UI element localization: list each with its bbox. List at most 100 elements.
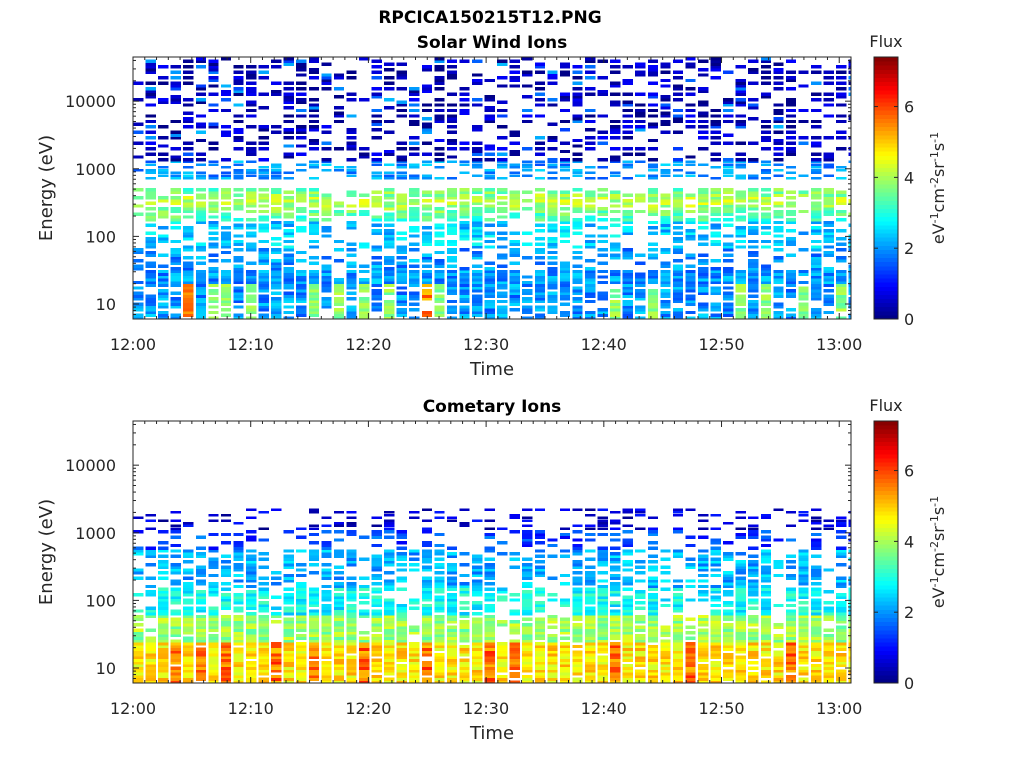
flux-cell bbox=[145, 130, 156, 135]
flux-cell bbox=[371, 535, 382, 539]
flux-cell bbox=[421, 631, 433, 635]
flux-cell bbox=[358, 647, 370, 651]
flux-cell bbox=[246, 642, 257, 646]
flux-cell bbox=[735, 313, 746, 317]
flux-cell bbox=[459, 647, 470, 651]
flux-cell bbox=[710, 59, 721, 64]
flux-cell bbox=[296, 73, 307, 77]
flux-cell bbox=[610, 620, 621, 624]
flux-cell bbox=[660, 95, 671, 99]
flux-cell bbox=[635, 614, 646, 619]
flux-cell bbox=[183, 612, 194, 616]
flux-cell bbox=[384, 258, 395, 263]
flux-cell bbox=[660, 288, 671, 293]
flux-cell bbox=[308, 188, 320, 192]
flux-cell bbox=[246, 601, 257, 605]
flux-cell bbox=[170, 171, 181, 175]
flux-cell bbox=[597, 633, 608, 638]
flux-cell bbox=[559, 598, 571, 602]
flux-cell bbox=[685, 650, 696, 654]
flux-cell bbox=[446, 155, 458, 159]
flux-cell bbox=[233, 631, 244, 635]
flux-cell bbox=[195, 207, 207, 211]
flux-cell bbox=[672, 119, 684, 124]
flux-cell bbox=[434, 207, 445, 211]
flux-cell bbox=[346, 661, 357, 665]
flux-cell bbox=[246, 557, 257, 561]
flux-cell bbox=[409, 625, 420, 630]
flux-cell bbox=[697, 258, 709, 263]
flux-cell bbox=[446, 546, 458, 550]
flux-cell bbox=[246, 661, 257, 665]
flux-cell bbox=[308, 193, 320, 197]
flux-cell bbox=[723, 658, 734, 662]
flux-cell bbox=[170, 620, 181, 624]
flux-cell bbox=[321, 275, 332, 279]
flux-cell bbox=[333, 76, 345, 80]
flux-cell bbox=[195, 302, 207, 306]
spectrogram-cells bbox=[133, 57, 851, 320]
flux-cell bbox=[145, 680, 156, 684]
flux-cell bbox=[660, 204, 671, 208]
flux-cell bbox=[170, 119, 181, 124]
flux-cell bbox=[158, 253, 169, 257]
flux-cell bbox=[484, 234, 495, 238]
flux-cell bbox=[522, 508, 533, 511]
flux-cell bbox=[208, 606, 219, 610]
flux-cell bbox=[434, 78, 445, 83]
flux-cell bbox=[333, 644, 345, 649]
flux-cell bbox=[258, 226, 269, 230]
flux-cell bbox=[710, 136, 721, 140]
colorbar-swatch bbox=[874, 286, 898, 291]
flux-cell bbox=[283, 652, 294, 657]
flux-cell bbox=[145, 125, 156, 129]
flux-cell bbox=[145, 614, 156, 619]
flux-cell bbox=[597, 234, 608, 238]
flux-cell bbox=[459, 294, 470, 298]
flux-cell bbox=[748, 253, 759, 257]
flux-cell bbox=[584, 565, 596, 569]
flux-cell bbox=[547, 647, 558, 651]
flux-cell bbox=[170, 313, 181, 317]
flux-cell bbox=[446, 587, 458, 591]
flux-cell bbox=[371, 568, 382, 572]
flux-cell bbox=[258, 125, 269, 129]
flux-cell bbox=[647, 204, 659, 208]
flux-cell bbox=[358, 269, 370, 274]
flux-cell bbox=[170, 76, 181, 80]
flux-cell bbox=[785, 253, 797, 257]
flux-cell bbox=[647, 579, 659, 583]
flux-cell bbox=[798, 280, 809, 285]
flux-cell bbox=[158, 198, 169, 203]
flux-cell bbox=[170, 633, 181, 638]
flux-cell bbox=[283, 672, 294, 676]
flux-cell bbox=[471, 313, 483, 317]
flux-cell bbox=[371, 177, 382, 180]
flux-cell bbox=[459, 207, 470, 211]
flux-cell bbox=[710, 188, 721, 192]
flux-cell bbox=[735, 193, 746, 197]
flux-cell bbox=[735, 87, 746, 91]
flux-cell bbox=[333, 95, 345, 99]
flux-cell bbox=[459, 237, 470, 241]
flux-cell bbox=[471, 264, 483, 268]
flux-cell bbox=[271, 193, 282, 197]
flux-cell bbox=[246, 103, 257, 107]
flux-cell bbox=[559, 212, 571, 216]
flux-cell bbox=[195, 299, 207, 304]
flux-cell bbox=[572, 543, 583, 548]
flux-cell bbox=[258, 177, 269, 180]
flux-cell bbox=[584, 242, 596, 246]
flux-cell bbox=[384, 272, 395, 276]
flux-cell bbox=[170, 97, 181, 102]
flux-cell bbox=[308, 587, 320, 591]
flux-cell bbox=[735, 65, 746, 69]
flux-cell bbox=[760, 198, 772, 203]
flux-cell bbox=[434, 666, 445, 670]
flux-cell bbox=[145, 275, 156, 279]
flux-cell bbox=[685, 672, 696, 676]
flux-cell bbox=[660, 672, 671, 676]
flux-cell bbox=[836, 294, 847, 298]
flux-cell bbox=[333, 612, 345, 616]
colorbar-swatch bbox=[874, 257, 898, 263]
